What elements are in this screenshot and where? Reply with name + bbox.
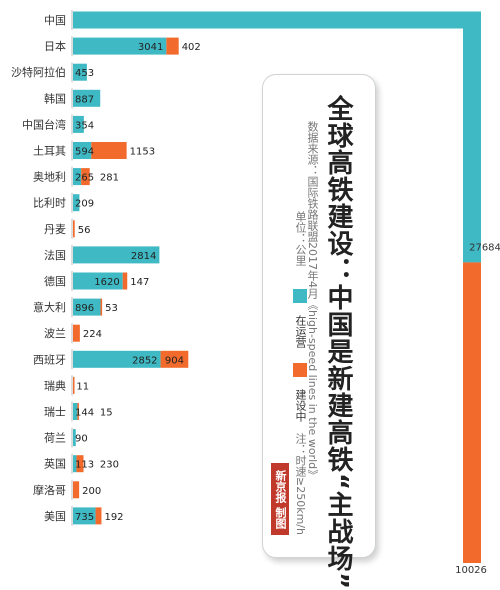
bar-construction (76, 455, 84, 473)
category-label: 英国 (44, 457, 66, 471)
china-construction-value-label: 10026 (455, 565, 487, 576)
category-label: 美国 (44, 510, 66, 523)
bar-operating (73, 115, 84, 133)
china-bar-vertical-construction (463, 262, 481, 563)
value-label-operating: 144 (75, 408, 94, 419)
legend-swatch-construction (293, 363, 307, 377)
value-label-construction: 147 (130, 277, 149, 288)
category-label: 沙特阿拉伯 (11, 65, 66, 79)
value-label-operating: 896 (75, 303, 94, 314)
value-label-operating: 113 (75, 460, 94, 471)
value-label-operating: 3041 (138, 42, 163, 53)
value-label-operating: 354 (75, 120, 94, 131)
bar-operating (73, 89, 101, 107)
value-label-construction: 53 (105, 303, 118, 314)
value-label-operating: 594 (75, 147, 94, 158)
bar-operating (73, 429, 76, 447)
value-label-construction: 224 (83, 329, 102, 340)
legend-swatch-operating (293, 289, 307, 303)
legend-label-operating: 在运营 (294, 315, 307, 348)
bar-construction (81, 168, 90, 186)
bar-operating (73, 246, 160, 264)
chart-source: 数据来源：国际铁路联盟2017年4月《high-speed lines in t… (306, 121, 319, 481)
value-label-construction: 281 (100, 173, 119, 184)
bar-operating (73, 37, 167, 55)
category-label: 西班牙 (33, 353, 66, 366)
value-label-operating: 2814 (131, 251, 156, 262)
value-label-construction: 56 (78, 225, 91, 236)
bar-construction (73, 376, 75, 394)
value-label-operating: 209 (75, 199, 94, 210)
value-label-operating: 265 (75, 173, 94, 184)
value-label-construction: 15 (100, 408, 113, 419)
value-label-construction: 904 (165, 355, 184, 366)
value-label-construction: 402 (182, 42, 201, 53)
category-label: 荷兰 (44, 432, 66, 445)
bar-operating (73, 272, 123, 290)
bar-operating (73, 455, 77, 473)
bar-operating (73, 168, 82, 186)
chart-unit: 单位：公里 (294, 211, 307, 266)
category-label: 瑞士 (44, 405, 66, 419)
category-label: 中国 (44, 14, 66, 27)
value-label-operating: 2852 (132, 355, 157, 366)
bar-construction (100, 298, 103, 316)
title-card: 全球高铁建设：中国是新建高铁“主战场” 数据来源：国际铁路联盟2017年4月《h… (262, 74, 376, 590)
category-label: 德国 (44, 274, 66, 288)
publisher-stamp: 新京报 制图 (271, 463, 289, 535)
bar-construction (122, 272, 128, 290)
bar-operating (73, 298, 101, 316)
bar-operating (73, 403, 78, 420)
category-label: 奥地利 (33, 170, 66, 184)
category-label: 瑞典 (44, 378, 66, 392)
category-label: 中国台湾 (22, 117, 66, 131)
category-label: 波兰 (44, 327, 66, 340)
chart-title: 全球高铁建设：中国是新建高铁“主战场” (323, 95, 353, 590)
china-bar-vertical-operating (463, 11, 481, 263)
value-label-construction: 192 (104, 512, 123, 523)
value-label-operating: 887 (75, 94, 94, 105)
china-bar-horizontal (73, 11, 463, 29)
bar-operating (73, 194, 80, 212)
category-label: 法国 (44, 248, 66, 262)
bar-construction (73, 481, 80, 499)
value-label-operating: 735 (75, 512, 94, 523)
value-label-operating: 453 (75, 68, 94, 79)
value-label-construction: 11 (76, 381, 89, 392)
category-label: 丹麦 (44, 223, 66, 236)
category-label: 日本 (44, 39, 66, 53)
legend-label-construction: 建设中 (294, 389, 307, 422)
category-label: 比利时 (33, 197, 66, 210)
bar-construction (73, 324, 80, 342)
value-label-construction: 230 (100, 460, 119, 471)
bar-operating (73, 63, 87, 81)
value-label-operating: 90 (75, 434, 88, 445)
bar-construction (91, 142, 127, 159)
value-label-construction: 200 (82, 486, 101, 497)
bar-construction (95, 507, 102, 525)
bar-operating (73, 350, 161, 368)
category-label: 韩国 (44, 91, 66, 105)
category-label: 摩洛哥 (33, 483, 66, 497)
bar-operating (73, 507, 96, 525)
value-label-construction: 1153 (130, 147, 155, 158)
bar-construction (166, 37, 179, 55)
bar-construction (73, 220, 75, 238)
chart-note: 注：时速≥250km/h (294, 433, 307, 535)
category-label: 意大利 (33, 300, 66, 314)
category-label: 土耳其 (33, 145, 66, 158)
china-operating-value-label: 27684 (469, 242, 500, 253)
value-label-operating: 1620 (94, 277, 119, 288)
bar-construction (160, 350, 189, 368)
bar-operating (73, 142, 92, 159)
bar-construction (77, 403, 79, 420)
